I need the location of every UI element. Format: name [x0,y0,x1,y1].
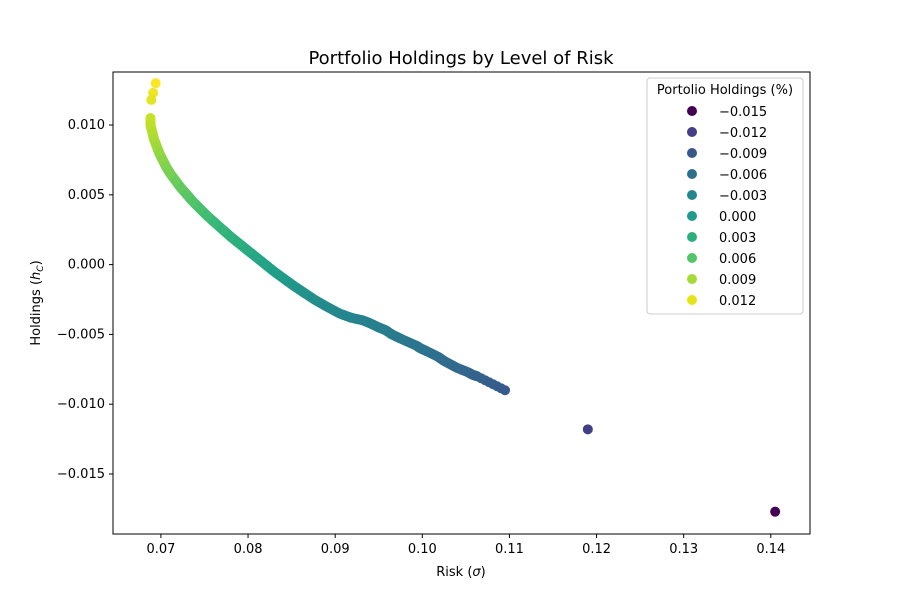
data-point [260,259,271,270]
data-point [439,355,450,366]
data-point [165,168,176,179]
legend-label: −0.003 [719,189,767,204]
y-axis-label-tail: ) [29,260,44,265]
data-point [334,308,345,319]
data-point [421,346,432,357]
data-point [217,224,228,235]
y-axis-label-symbol: h [29,272,44,280]
data-point [386,329,397,340]
x-tick-label: 0.14 [756,542,785,557]
data-point [298,287,309,298]
legend-marker [687,106,697,116]
legend-title: Portolio Holdings (%) [657,83,793,98]
y-axis-ticks: 0.010 0.005 0.000 −0.005 −0.010 −0.015 [57,118,113,482]
legend-label: 0.009 [719,273,756,288]
legend-entries: −0.015 −0.012 −0.009 −0.006 −0.003 0.000 0.003… [687,105,767,309]
legend-marker [687,253,697,263]
data-point [145,113,156,124]
data-point [269,266,280,277]
x-tick-label: 0.13 [669,542,698,557]
legend-label: 0.012 [719,294,756,309]
data-point [188,196,199,207]
data-point [321,301,332,312]
data-point [365,318,376,329]
legend-label: 0.000 [719,210,756,225]
y-axis-label-subscript: C [36,265,46,272]
data-point [182,189,193,200]
y-tick-label: −0.005 [57,327,105,342]
legend: Portolio Holdings (%) −0.015 −0.012 −0.009… [646,77,804,315]
data-point [288,280,299,291]
x-tick-label: 0.10 [408,542,437,557]
x-axis-ticks: 0.07 0.08 0.09 0.10 0.11 0.12 0.13 0.14 [146,534,785,557]
legend-label: 0.003 [719,231,756,246]
data-point [195,203,206,214]
data-point [309,294,320,305]
y-tick-label: −0.015 [57,467,105,482]
y-tick-label: −0.010 [57,397,105,412]
data-point [500,385,511,396]
plot-points [145,78,781,517]
data-point [175,182,186,193]
legend-marker [687,295,697,305]
data-point [770,506,781,517]
legend-marker [687,127,697,137]
legend-marker [687,169,697,179]
legend-marker [687,232,697,242]
data-point [202,210,213,221]
y-tick-label: 0.000 [68,258,105,273]
plot-frame [112,71,811,535]
data-point [278,273,289,284]
legend-label: −0.012 [719,126,767,141]
data-point [243,245,254,256]
chart-title: Portfolio Holdings by Level of Risk [308,48,614,69]
x-axis-label: Risk (σ) [436,565,485,580]
legend-box [646,77,804,315]
data-point [472,371,483,382]
legend-label: −0.009 [719,147,767,162]
data-point [170,175,181,186]
x-tick-label: 0.11 [495,542,524,557]
legend-label: −0.015 [719,105,767,120]
x-tick-label: 0.12 [582,542,611,557]
data-point [150,78,161,89]
x-tick-label: 0.09 [321,542,350,557]
data-point [345,312,356,323]
data-point [209,217,220,228]
data-point [452,362,463,373]
x-tick-label: 0.08 [234,542,263,557]
y-tick-label: 0.005 [68,188,105,203]
y-axis-label: Holdings (hC) [29,260,46,345]
x-axis-label-main: Risk ( [436,565,472,580]
data-point [146,94,157,105]
data-point [395,333,406,344]
legend-marker [687,211,697,221]
y-axis-label-main: Holdings ( [29,280,44,346]
data-point [225,231,236,242]
data-point [251,252,262,263]
legend-marker [687,274,697,284]
legend-marker [687,148,697,158]
legend-label: 0.006 [719,252,756,267]
y-tick-label: 0.010 [68,118,105,133]
legend-label: −0.006 [719,168,767,183]
x-axis-label-tail: ) [481,565,486,580]
x-axis-label-symbol: σ [472,565,481,580]
data-point [582,424,593,435]
x-tick-label: 0.07 [146,542,175,557]
legend-marker [687,190,697,200]
data-point [234,238,245,249]
